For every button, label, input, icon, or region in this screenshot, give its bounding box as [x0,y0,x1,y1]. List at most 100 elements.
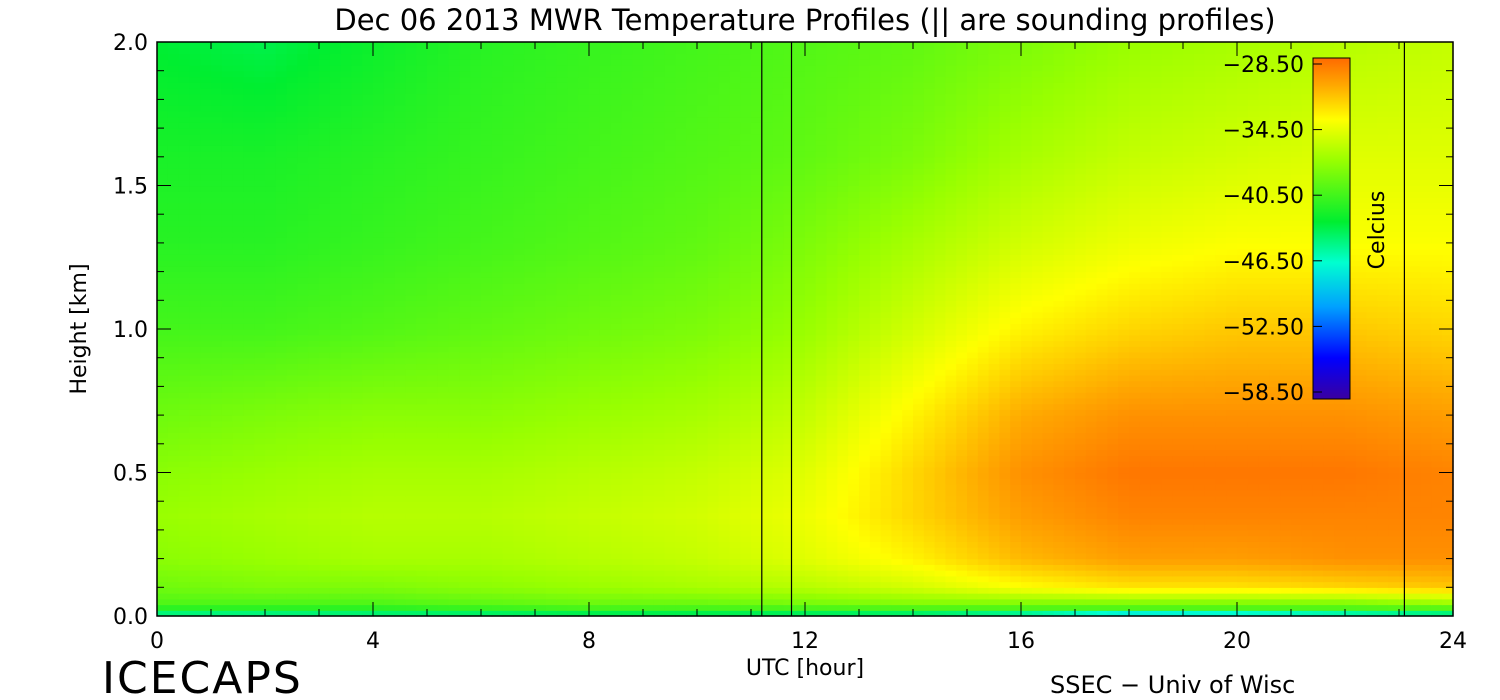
heatmap-cell [761,392,774,399]
heatmap-cell [653,564,666,571]
heatmap-cell [589,535,601,542]
heatmap-cell [589,438,601,445]
heatmap-cell [394,506,406,514]
heatmap-cell [1226,438,1238,445]
heatmap-cell [859,380,871,387]
heatmap-cell [502,374,514,382]
heatmap-cell [632,392,644,399]
heatmap-cell [567,501,579,508]
heatmap-cell [610,449,622,456]
heatmap-cell [783,570,795,577]
heatmap-cell [1280,570,1292,577]
heatmap-cell [729,581,741,588]
heatmap-cell [427,449,439,456]
heatmap-cell [707,466,720,474]
heatmap-cell [880,432,892,439]
heatmap-cell [1377,472,1389,479]
heatmap-cell [1237,420,1249,428]
heatmap-cell [189,535,201,542]
heatmap-cell [437,409,450,416]
heatmap-cell [340,598,352,606]
heatmap-cell [740,552,752,560]
heatmap-cell [1366,518,1378,525]
heatmap-cell [362,415,374,422]
heatmap-cell [1042,598,1054,606]
heatmap-cell [869,483,882,491]
heatmap-cell [956,455,968,462]
heatmap-cell [1345,501,1357,508]
heatmap-cell [513,443,525,451]
heatmap-cell [502,397,514,405]
heatmap-cell [416,604,428,611]
heatmap-cell [459,438,471,445]
heatmap-cell [481,604,493,611]
heatmap-cell [578,547,590,554]
heatmap-cell [383,472,396,479]
heatmap-cell [340,570,352,577]
heatmap-cell [923,558,936,565]
heatmap-cell [653,380,666,387]
heatmap-cell [351,598,363,606]
heatmap-cell [1193,535,1206,542]
heatmap-cell [956,512,968,520]
heatmap-cell [1345,489,1357,497]
heatmap-cell [956,570,968,577]
heatmap-cell [589,409,601,416]
heatmap-cell [1442,512,1454,520]
heatmap-cell [275,512,288,520]
heatmap-cell [869,529,882,537]
heatmap-cell [1247,415,1260,422]
heatmap-cell [891,438,903,445]
heatmap-cell [1129,564,1141,571]
heatmap-cell [254,564,266,571]
heatmap-cell [373,570,385,577]
heatmap-cell [1161,604,1173,611]
heatmap-cell [286,403,298,410]
heatmap-cell [869,593,882,600]
heatmap-cell [740,535,752,542]
heatmap-cell [416,438,428,445]
heatmap-cell [1129,426,1141,433]
heatmap-cell [1096,392,1108,399]
heatmap-cell [826,587,838,594]
heatmap-cell [373,524,385,531]
heatmap-cell [567,524,579,531]
heatmap-cell [167,438,180,445]
heatmap-cell [589,518,601,525]
heatmap-cell [211,392,223,399]
heatmap-cell [427,552,439,560]
heatmap-cell [556,489,568,497]
heatmap-cell [1226,426,1238,433]
heatmap-cell [1431,403,1443,410]
heatmap-cell [340,506,352,514]
heatmap-cell [394,610,406,617]
heatmap-cell [837,495,849,502]
heatmap-cell [923,581,936,588]
heatmap-cell [308,570,320,577]
heatmap-cell [1409,397,1422,405]
heatmap-cell [859,472,871,479]
heatmap-cell [308,397,320,405]
heatmap-cell [275,443,288,451]
heatmap-cell [891,604,903,611]
heatmap-cell [427,564,439,571]
heatmap-cell [1053,483,1065,491]
heatmap-cell [999,409,1011,416]
heatmap-cell [913,449,925,456]
heatmap-cell [1204,512,1216,520]
heatmap-cell [1442,392,1454,399]
heatmap-cell [1291,518,1303,525]
heatmap-cell [653,552,666,560]
heatmap-cell [1031,426,1044,433]
heatmap-cell [535,541,547,548]
heatmap-cell [1237,386,1249,393]
heatmap-cell [643,472,655,479]
heatmap-cell [675,461,687,468]
heatmap-cell [740,472,752,479]
heatmap-cell [243,472,255,479]
heatmap-cell [232,575,244,583]
heatmap-cell [1183,610,1195,617]
heatmap-cell [1129,386,1141,393]
heatmap-cell [751,449,763,456]
heatmap-cell [383,610,396,617]
